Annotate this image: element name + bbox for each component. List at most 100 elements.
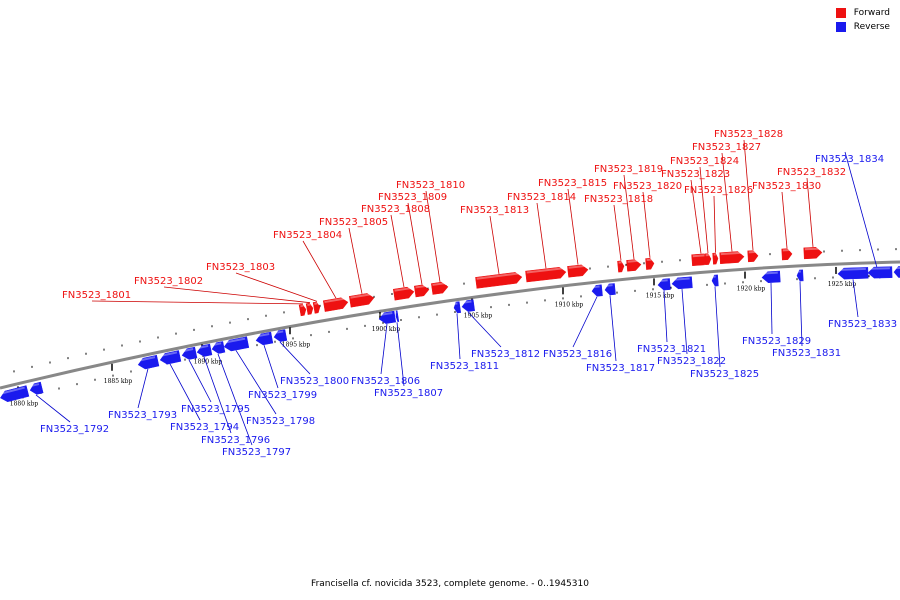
gene-arrow-FN3523_1807[interactable] bbox=[395, 310, 400, 323]
gene-label-FN3523_1812[interactable]: FN3523_1812 bbox=[471, 349, 540, 360]
gene-arrow-FN3523_1827[interactable] bbox=[719, 251, 745, 264]
gene-label-FN3523_1820[interactable]: FN3523_1820 bbox=[613, 181, 682, 192]
gene-label-FN3523_1828[interactable]: FN3523_1828 bbox=[714, 129, 783, 140]
gene-label-FN3523_1825[interactable]: FN3523_1825 bbox=[690, 369, 759, 380]
gene-label-FN3523_1798[interactable]: FN3523_1798 bbox=[246, 416, 315, 427]
gene-label-FN3523_1809[interactable]: FN3523_1809 bbox=[378, 192, 447, 203]
gene-label-FN3523_1795[interactable]: FN3523_1795 bbox=[181, 404, 250, 415]
gene-arrow-FN3523_1828[interactable] bbox=[747, 250, 759, 263]
gene-label-FN3523_1821[interactable]: FN3523_1821 bbox=[637, 344, 706, 355]
gene-label-FN3523_1808[interactable]: FN3523_1808 bbox=[361, 204, 430, 215]
gene-label-FN3523_1806[interactable]: FN3523_1806 bbox=[351, 376, 420, 387]
gene-label-FN3523_1833[interactable]: FN3523_1833 bbox=[828, 319, 897, 330]
gene-label-FN3523_1822[interactable]: FN3523_1822 bbox=[657, 356, 726, 367]
gene-label-FN3523_1819[interactable]: FN3523_1819 bbox=[594, 164, 663, 175]
gene-label-FN3523_1796[interactable]: FN3523_1796 bbox=[201, 435, 270, 446]
gene-arrow-FN3523_1830[interactable] bbox=[781, 248, 793, 261]
gene-label-FN3523_1830[interactable]: FN3523_1830 bbox=[752, 181, 821, 192]
gene-arrow-FN3523_1812[interactable] bbox=[461, 299, 475, 313]
gene-arrow-FN3523_1834[interactable] bbox=[867, 266, 893, 279]
gene-arrow-FN3523_1800[interactable] bbox=[273, 329, 288, 343]
leader-line bbox=[609, 295, 617, 362]
gene-arrow-FN3523_1811[interactable] bbox=[453, 301, 462, 314]
leader-line bbox=[279, 341, 311, 375]
tick-label: 1885 kbp bbox=[104, 378, 133, 385]
gene-label-FN3523_1814[interactable]: FN3523_1814 bbox=[507, 192, 576, 203]
tick-label: 1890 kbp bbox=[194, 358, 223, 365]
gene-arrow-FN3523_1796[interactable] bbox=[196, 343, 213, 358]
gene-arrow-shape bbox=[867, 266, 893, 279]
gene-label-FN3523_1804[interactable]: FN3523_1804 bbox=[273, 230, 342, 241]
gene-arrow-FN3523_1792[interactable] bbox=[29, 381, 44, 396]
gene-arrow-FN3523_1824[interactable] bbox=[704, 253, 712, 266]
gene-label-FN3523_1817[interactable]: FN3523_1817 bbox=[586, 363, 655, 374]
gene-label-FN3523_1818[interactable]: FN3523_1818 bbox=[584, 194, 653, 205]
gene-label-FN3523_1805[interactable]: FN3523_1805 bbox=[319, 217, 388, 228]
gene-arrow-FN3523_1822[interactable] bbox=[671, 276, 693, 290]
gene-label-FN3523_1799[interactable]: FN3523_1799 bbox=[248, 390, 317, 401]
gene-label-FN3523_1827[interactable]: FN3523_1827 bbox=[692, 142, 761, 153]
gene-arrow-FN3523_1803[interactable] bbox=[312, 301, 321, 314]
gene-arrow-FN3523_1817[interactable] bbox=[604, 283, 616, 296]
gene-label-FN3523_1829[interactable]: FN3523_1829 bbox=[742, 336, 811, 347]
gene-arrow-FN3523_1810[interactable] bbox=[431, 281, 449, 295]
leader-line bbox=[467, 311, 502, 348]
gene-arrow-FN3523_1826[interactable] bbox=[712, 252, 719, 265]
gene-arrow-FN3523_1821[interactable] bbox=[657, 278, 671, 291]
gene-arrow-FN3523_1829[interactable] bbox=[761, 270, 781, 283]
gene-arrow-highlight bbox=[592, 285, 600, 289]
gene-arrow-FN3523_1793[interactable] bbox=[137, 354, 160, 370]
gene-arrow-FN3523_1805[interactable] bbox=[348, 292, 375, 308]
gene-arrow-FN3523_1818[interactable] bbox=[617, 260, 625, 273]
gene-label-FN3523_1793[interactable]: FN3523_1793 bbox=[108, 410, 177, 421]
gene-arrow-FN3523_1833[interactable] bbox=[837, 267, 869, 280]
gene-arrow-FN3523_1816[interactable] bbox=[591, 284, 603, 297]
gene-label-FN3523_1810[interactable]: FN3523_1810 bbox=[396, 180, 465, 191]
gene-label-FN3523_1800[interactable]: FN3523_1800 bbox=[280, 376, 349, 387]
gene-arrow-edge-left[interactable] bbox=[0, 385, 30, 404]
gene-arrow-FN3523_1813[interactable] bbox=[475, 272, 523, 289]
gene-arrow-FN3523_1809[interactable] bbox=[413, 284, 430, 298]
gene-label-FN3523_1801[interactable]: FN3523_1801 bbox=[62, 290, 131, 301]
gene-arrow-FN3523_1832[interactable] bbox=[803, 247, 823, 260]
gene-arrow-FN3523_1799[interactable] bbox=[255, 331, 274, 346]
gene-arrow-FN3523_1820[interactable] bbox=[645, 257, 655, 270]
gene-arrow-FN3523_1815[interactable] bbox=[567, 264, 589, 278]
gene-arrow-FN3523_1819[interactable] bbox=[626, 259, 642, 272]
gene-arrow-FN3523_1798[interactable] bbox=[223, 336, 250, 352]
leader-line bbox=[699, 166, 709, 254]
gene-label-FN3523_1831[interactable]: FN3523_1831 bbox=[772, 348, 841, 359]
gene-arrow-FN3523_1797[interactable] bbox=[211, 341, 226, 354]
gene-arrow-edge-right[interactable] bbox=[893, 266, 900, 278]
gene-arrow-FN3523_1831[interactable] bbox=[796, 269, 804, 282]
gene-label-FN3523_1815[interactable]: FN3523_1815 bbox=[538, 178, 607, 189]
gene-label-FN3523_1807[interactable]: FN3523_1807 bbox=[374, 388, 443, 399]
gene-arrow-shape bbox=[567, 264, 589, 278]
gene-arrow-FN3523_1795[interactable] bbox=[181, 346, 198, 361]
gene-label-FN3523_1824[interactable]: FN3523_1824 bbox=[670, 156, 739, 167]
gene-arrow-FN3523_1806[interactable] bbox=[378, 310, 397, 324]
gene-label-FN3523_1816[interactable]: FN3523_1816 bbox=[543, 349, 612, 360]
gene-label-FN3523_1792[interactable]: FN3523_1792 bbox=[40, 424, 109, 435]
gene-arrow-FN3523_1808[interactable] bbox=[393, 286, 415, 301]
gene-label-FN3523_1803[interactable]: FN3523_1803 bbox=[206, 262, 275, 273]
gene-label-FN3523_1813[interactable]: FN3523_1813 bbox=[460, 205, 529, 216]
gene-label-FN3523_1834[interactable]: FN3523_1834 bbox=[815, 154, 884, 165]
gene-label-FN3523_1832[interactable]: FN3523_1832 bbox=[777, 167, 846, 178]
gene-arrow-FN3523_1794[interactable] bbox=[159, 350, 182, 365]
gene-label-FN3523_1823[interactable]: FN3523_1823 bbox=[661, 169, 730, 180]
gene-arrow-highlight bbox=[182, 348, 194, 353]
gene-label-FN3523_1794[interactable]: FN3523_1794 bbox=[170, 422, 239, 433]
leader-line bbox=[721, 152, 733, 252]
gene-arrow-FN3523_1825[interactable] bbox=[711, 274, 719, 287]
gene-arrow-FN3523_1814[interactable] bbox=[525, 266, 567, 283]
gene-label-FN3523_1826[interactable]: FN3523_1826 bbox=[684, 185, 753, 196]
gene-arrow-FN3523_1802[interactable] bbox=[305, 302, 314, 315]
gene-label-FN3523_1811[interactable]: FN3523_1811 bbox=[430, 361, 499, 372]
tick-label: 1915 kbp bbox=[646, 292, 675, 299]
gene-label-FN3523_1802[interactable]: FN3523_1802 bbox=[134, 276, 203, 287]
gene-arrow-FN3523_1804[interactable] bbox=[322, 297, 349, 312]
gene-label-FN3523_1797[interactable]: FN3523_1797 bbox=[222, 447, 291, 458]
gene-arrow-FN3523_1801[interactable] bbox=[298, 304, 307, 317]
